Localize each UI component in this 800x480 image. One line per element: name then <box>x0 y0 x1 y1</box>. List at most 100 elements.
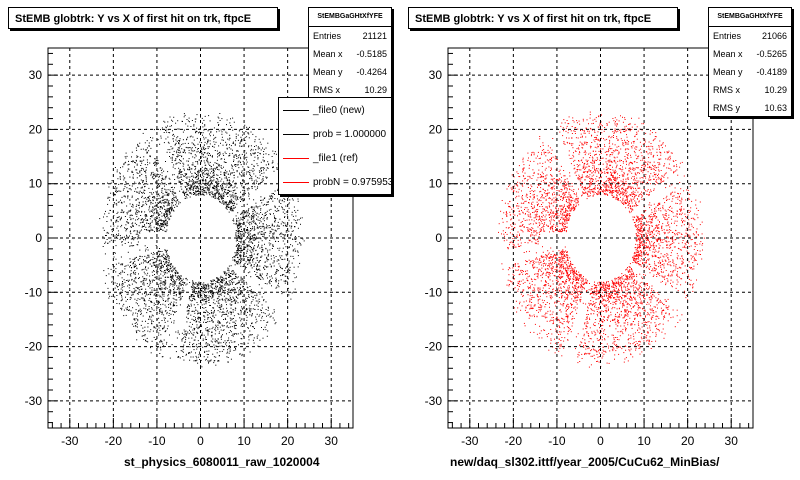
scatter-point <box>171 208 173 210</box>
scatter-point <box>250 325 252 327</box>
scatter-point <box>271 285 272 287</box>
scatter-point <box>172 120 174 122</box>
scatter-point <box>230 125 232 126</box>
scatter-point <box>167 210 169 212</box>
scatter-point <box>170 263 172 265</box>
scatter-point <box>193 139 195 141</box>
scatter-point <box>167 276 168 278</box>
scatter-point <box>136 244 138 246</box>
scatter-point <box>204 168 206 170</box>
scatter-point <box>204 167 206 169</box>
scatter-point <box>108 297 110 299</box>
scatter-point <box>235 154 236 156</box>
scatter-point <box>240 325 242 327</box>
scatter-point <box>219 113 221 114</box>
scatter-point <box>235 261 237 263</box>
scatter-point <box>226 325 228 327</box>
scatter-point <box>222 185 223 187</box>
scatter-point <box>148 254 150 256</box>
scatter-point <box>251 228 253 230</box>
scatter-point <box>129 210 131 212</box>
scatter-point <box>223 161 225 163</box>
scatter-point <box>123 164 125 166</box>
scatter-point <box>143 156 145 158</box>
scatter-point <box>219 322 221 324</box>
scatter-point <box>290 227 292 229</box>
scatter-point <box>212 296 214 298</box>
scatter-point <box>230 331 232 333</box>
scatter-point <box>158 213 160 215</box>
scatter-point <box>234 143 236 145</box>
scatter-point <box>202 122 203 124</box>
scatter-point <box>220 292 222 294</box>
scatter-point <box>173 204 175 206</box>
scatter-point <box>189 121 190 123</box>
scatter-point <box>150 300 152 302</box>
scatter-point <box>255 237 257 239</box>
scatter-point <box>158 332 160 334</box>
scatter-point <box>250 206 252 208</box>
scatter-point <box>251 220 253 222</box>
scatter-point <box>239 154 241 156</box>
scatter-point <box>142 221 144 223</box>
scatter-point <box>185 334 187 336</box>
scatter-point <box>256 257 258 259</box>
scatter-point <box>168 286 170 288</box>
scatter-point <box>137 173 139 174</box>
scatter-point <box>119 284 121 286</box>
scatter-point <box>211 336 213 338</box>
scatter-point <box>161 291 163 292</box>
scatter-point <box>207 288 209 290</box>
scatter-point <box>269 232 271 234</box>
scatter-point <box>234 164 236 165</box>
scatter-point <box>274 210 276 212</box>
scatter-point <box>267 266 269 268</box>
scatter-point <box>272 196 274 198</box>
scatter-point <box>191 193 193 195</box>
scatter-point <box>173 289 175 291</box>
scatter-point <box>246 156 248 158</box>
scatter-point <box>197 187 199 189</box>
scatter-point <box>272 160 274 162</box>
scatter-point <box>185 123 187 125</box>
scatter-point <box>134 323 136 324</box>
scatter-point <box>273 309 275 311</box>
scatter-point <box>172 269 174 271</box>
scatter-point <box>120 300 122 302</box>
scatter-point <box>158 202 160 204</box>
scatter-point <box>268 235 270 237</box>
scatter-point <box>137 234 139 236</box>
scatter-point <box>149 192 151 193</box>
scatter-point <box>170 276 172 278</box>
scatter-point <box>235 215 237 217</box>
scatter-point <box>180 283 182 285</box>
scatter-point <box>206 193 208 195</box>
scatter-point <box>221 198 223 200</box>
scatter-point <box>151 216 153 218</box>
scatter-point <box>142 225 143 227</box>
scatter-point <box>166 258 168 260</box>
scatter-point <box>285 291 287 293</box>
scatter-point <box>208 185 210 186</box>
scatter-point <box>204 187 206 189</box>
scatter-point <box>216 277 218 279</box>
scatter-point <box>270 281 272 282</box>
scatter-point <box>139 170 141 172</box>
scatter-point <box>205 180 207 182</box>
scatter-point <box>256 337 258 339</box>
scatter-point <box>259 260 261 261</box>
scatter-point <box>123 201 125 203</box>
scatter-point <box>251 236 253 237</box>
scatter-point <box>212 186 214 188</box>
scatter-point <box>252 292 254 294</box>
scatter-point <box>176 162 178 164</box>
scatter-point <box>172 154 173 156</box>
scatter-point <box>206 300 208 302</box>
scatter-point <box>239 255 241 257</box>
scatter-point <box>123 286 125 288</box>
scatter-point <box>260 225 262 227</box>
scatter-point <box>187 125 189 127</box>
scatter-point <box>288 262 290 264</box>
scatter-point <box>213 311 215 313</box>
scatter-point <box>120 218 122 220</box>
